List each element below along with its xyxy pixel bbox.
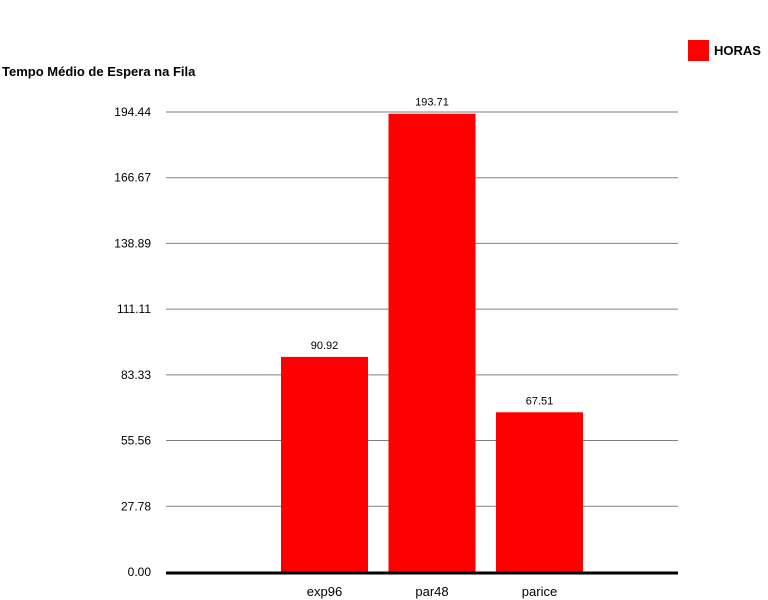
chart-title: Tempo Médio de Espera na Fila — [2, 64, 196, 79]
x-tick-label: exp96 — [307, 584, 342, 599]
y-tick-label: 111.11 — [117, 302, 151, 316]
bar-par48 — [388, 113, 476, 572]
legend-swatch — [688, 40, 709, 61]
y-tick-label: 166.67 — [114, 171, 151, 185]
y-tick-label: 83.33 — [121, 368, 151, 382]
y-tick-label: 55.56 — [121, 434, 151, 448]
x-tick-label: par48 — [415, 584, 448, 599]
legend-label: HORAS — [714, 43, 761, 58]
y-tick-label: 138.89 — [114, 236, 151, 250]
bar-exp96 — [281, 356, 368, 572]
x-tick-label: parice — [522, 584, 557, 599]
data-labels: 90.92 193.71 67.51 — [311, 97, 554, 408]
bar-parice — [496, 412, 583, 572]
data-label: 193.71 — [415, 97, 449, 109]
data-label: 67.51 — [526, 395, 554, 407]
y-axis-ticks: 0.00 27.78 55.56 83.33 111.11 138.89 166.67 194… — [114, 105, 151, 579]
data-label: 90.92 — [311, 340, 339, 352]
y-tick-label: 194.44 — [114, 105, 151, 119]
bars — [281, 113, 583, 572]
legend: HORAS — [688, 40, 761, 61]
x-axis-ticks: exp96 par48 parice — [307, 584, 557, 599]
y-tick-label: 0.00 — [128, 565, 152, 579]
y-tick-label: 27.78 — [121, 499, 151, 513]
